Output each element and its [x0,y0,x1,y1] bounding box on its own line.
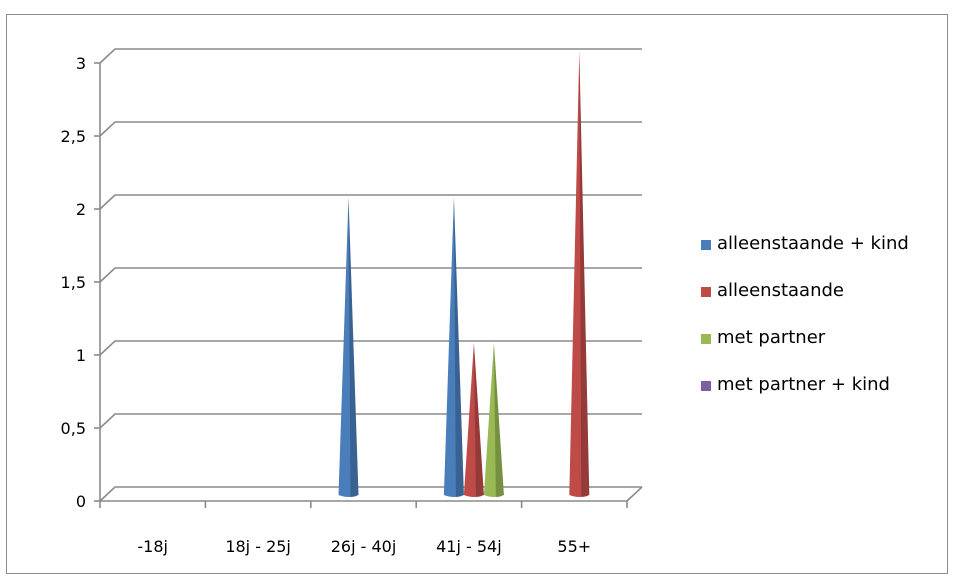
y-tick-label: 2 [76,200,86,219]
cone-shade [453,197,464,498]
legend-swatch [701,334,711,344]
x-tick-label: 18j - 25j [225,537,291,556]
legend-label: alleenstaande + kind [717,233,909,254]
gridline [99,413,642,429]
chart-frame: 0 0,5 1 1,5 2 2,5 3 -18j 18j - 25j 26j - 40j 41j -… [6,14,948,574]
cone-body [443,197,464,497]
y-tick-label: 0 [76,492,86,511]
bar-cone [463,343,484,498]
chart-plot: 0 0,5 1 1,5 2 2,5 3 -18j 18j - 25j 26j - 40j 41j -… [61,48,643,556]
bar-cone [338,197,359,498]
gridline [99,486,642,502]
cone-shade [348,197,359,498]
floor-edge [626,486,643,502]
cone-body [463,343,484,497]
y-tick-label: 3 [76,54,86,73]
y-tick-label: 1 [76,346,86,365]
cone-body [483,343,504,497]
gridline [99,340,642,356]
x-tick-label: 55+ [557,537,591,556]
cone-body [569,51,590,497]
x-tick-label: 26j - 40j [331,537,397,556]
bar-cone [443,197,464,498]
bar-cone [569,51,590,498]
gridline [99,121,642,137]
cone-shade [473,343,484,498]
y-tick-label: 1,5 [61,273,86,292]
legend-swatch [701,381,711,391]
gridline [99,267,642,283]
legend-label: alleenstaande [717,280,844,301]
bar-cone [483,343,504,498]
gridline [99,48,642,64]
legend-swatch [701,287,711,297]
cone-shade [493,343,504,498]
x-tick-label: 41j - 54j [436,537,502,556]
legend-label: met partner + kind [717,374,890,395]
legend-label: met partner [717,327,826,348]
cone-body [338,197,359,497]
gridline [99,194,642,210]
x-tick-label: -18j [137,537,168,556]
y-tick-label: 2,5 [61,127,86,146]
y-tick-label: 0,5 [61,419,86,438]
cone-shade [579,51,590,498]
legend-swatch [701,240,711,250]
